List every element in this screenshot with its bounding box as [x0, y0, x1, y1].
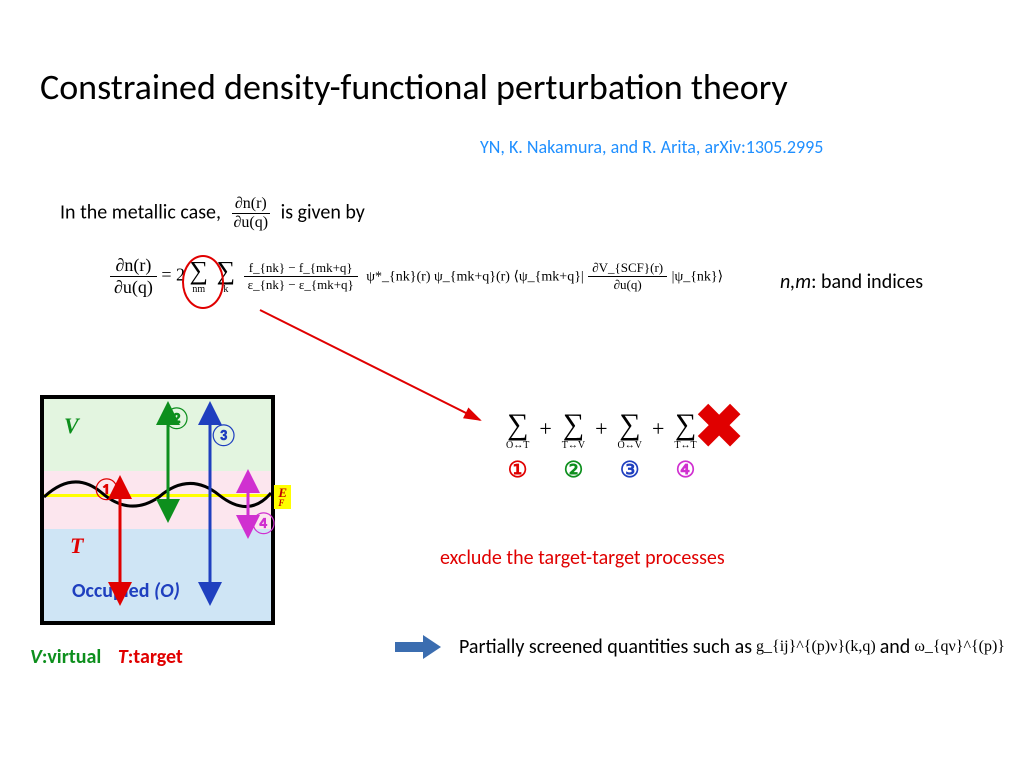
sum-TV-sub: T↔V	[562, 440, 585, 451]
lhs-den: ∂u(q)	[110, 277, 157, 298]
partial-screened-line: Partially screened quantities such as g_…	[395, 635, 1009, 659]
legend-v-sym: V	[30, 645, 42, 669]
fermi-label: E F	[274, 485, 291, 509]
intro-frac-num: ∂n(r)	[232, 195, 271, 214]
block-arrow-icon	[395, 635, 441, 659]
sum-OV-num: ③	[618, 457, 642, 483]
plus-1: +	[539, 416, 551, 442]
legend-t-txt: :target	[128, 645, 183, 669]
red-arrow	[250, 300, 510, 440]
legend-v-txt: :virtual	[42, 645, 101, 669]
dv-frac: ∂V_{SCF}(r) ∂u(q)	[588, 260, 667, 293]
intro-frac-den: ∂u(q)	[232, 214, 271, 232]
dv-den: ∂u(q)	[588, 277, 667, 293]
circ-3: ③	[209, 421, 238, 448]
legend: V:virtual T:target	[30, 645, 183, 669]
partial-text-mid: and	[880, 635, 911, 659]
plus-3: +	[652, 416, 664, 442]
sum-TV: ∑ T↔V ②	[562, 410, 585, 483]
g-expression: g_{ij}^{(p)ν}(k,q)	[756, 638, 876, 656]
sum-OT-num: ①	[506, 457, 529, 483]
band-diagram: E F V T Occupied (O) ① ② ③ ④	[40, 395, 275, 625]
lhs-num: ∂n(r)	[110, 255, 157, 277]
psi-end: |ψ_{nk}⟩	[672, 270, 723, 285]
lhs-frac: ∂n(r) ∂u(q)	[110, 255, 157, 298]
ef-sub: F	[278, 499, 287, 508]
plus-2: +	[595, 416, 607, 442]
circ-2: ②	[162, 404, 191, 431]
band-indices-vars: n,m	[780, 270, 811, 294]
intro-post: is given by	[281, 200, 365, 224]
circ-4: ④	[249, 509, 278, 536]
cross-out-icon: ✖	[694, 398, 744, 458]
sum-OT-sub: O↔T	[506, 440, 529, 451]
f-frac-den: ε_{nk} − ε_{mk+q}	[244, 277, 358, 293]
intro-line: In the metallic case, ∂n(r) ∂u(q) is giv…	[60, 195, 365, 232]
sum-OV-sub: O↔V	[618, 440, 642, 451]
nm-highlight-circle	[182, 255, 224, 309]
omega-expression: ω_{qν}^{(p)}	[914, 638, 1005, 656]
sum-TV-num: ②	[562, 457, 585, 483]
f-frac-num: f_{nk} − f_{mk+q}	[244, 260, 358, 277]
slide-title: Constrained density-functional perturbat…	[40, 65, 984, 109]
sums-decomposition: ∑ O↔T ① + ∑ T↔V ② + ∑ O↔V ③ + ∑ T↔T ④	[500, 410, 703, 483]
intro-pre: In the metallic case,	[60, 200, 226, 224]
circ-1: ①	[92, 475, 121, 502]
psi-part: ψ*_{nk}(r) ψ_{mk+q}(r) ⟨ψ_{mk+q}|	[366, 270, 583, 285]
citation-text: YN, K. Nakamura, and R. Arita, arXiv:130…	[480, 136, 823, 158]
dv-num: ∂V_{SCF}(r)	[588, 260, 667, 277]
band-indices-label: : band indices	[811, 270, 923, 294]
exclude-text: exclude the target-target processes	[440, 546, 725, 570]
sum-OT: ∑ O↔T ①	[506, 410, 529, 483]
intro-fraction: ∂n(r) ∂u(q)	[232, 195, 271, 232]
sum-OV: ∑ O↔V ③	[618, 410, 642, 483]
band-indices-note: n,m: band indices	[780, 270, 923, 294]
partial-text-pre: Partially screened quantities such as	[459, 635, 752, 659]
f-frac: f_{nk} − f_{mk+q} ε_{nk} − ε_{mk+q}	[244, 260, 358, 293]
legend-t-sym: T	[118, 645, 128, 669]
